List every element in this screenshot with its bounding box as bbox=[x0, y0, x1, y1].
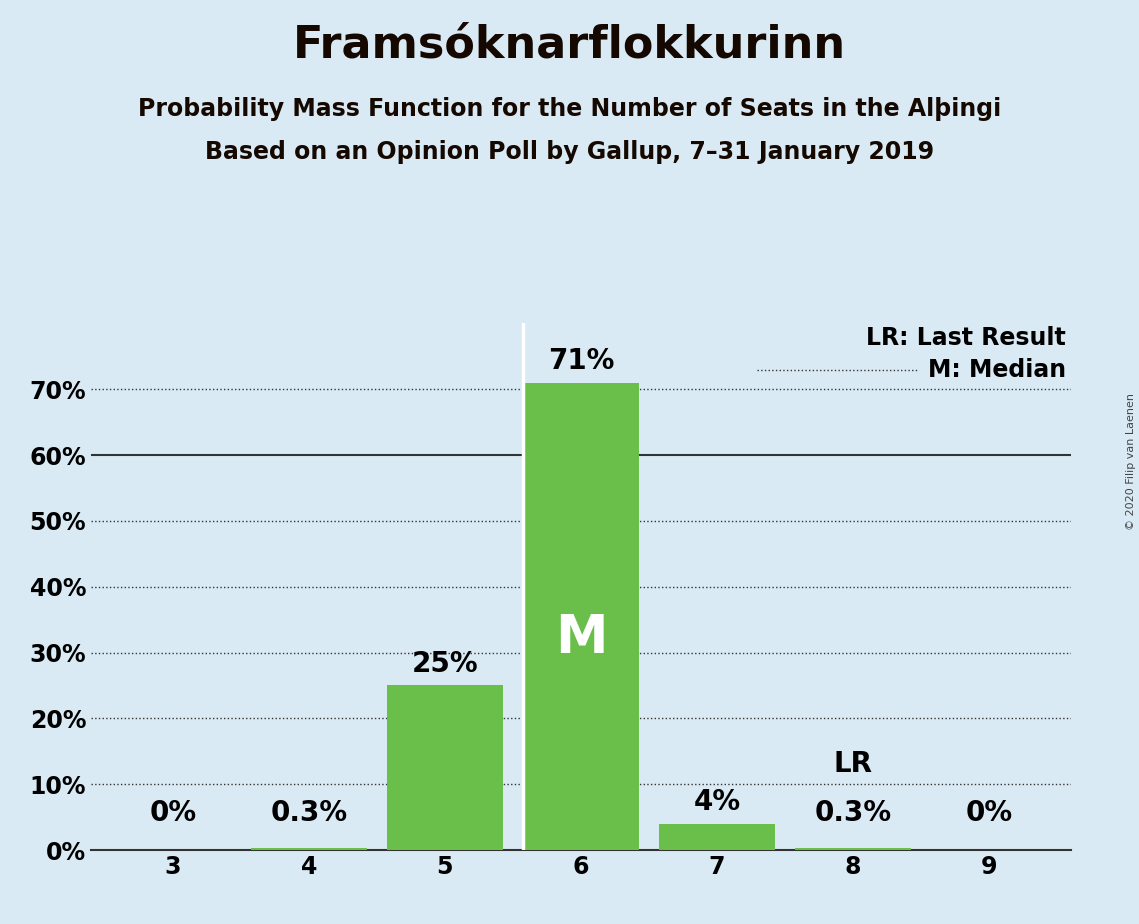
Text: 0.3%: 0.3% bbox=[270, 799, 347, 827]
Text: LR: LR bbox=[834, 749, 872, 778]
Text: 4%: 4% bbox=[694, 788, 740, 816]
Text: 71%: 71% bbox=[548, 346, 614, 375]
Text: M: M bbox=[555, 612, 607, 663]
Bar bbox=[523, 383, 639, 850]
Bar bbox=[387, 686, 502, 850]
Text: 0%: 0% bbox=[149, 799, 196, 827]
Text: © 2020 Filip van Laenen: © 2020 Filip van Laenen bbox=[1126, 394, 1136, 530]
Text: 25%: 25% bbox=[411, 650, 478, 677]
Bar bbox=[659, 824, 775, 850]
Text: Framsóknarflokkurinn: Framsóknarflokkurinn bbox=[293, 23, 846, 67]
Text: 0%: 0% bbox=[966, 799, 1013, 827]
Text: M: Median: M: Median bbox=[927, 358, 1066, 382]
Bar bbox=[795, 848, 911, 850]
Text: LR: Last Result: LR: Last Result bbox=[866, 326, 1066, 350]
Text: 0.3%: 0.3% bbox=[814, 799, 892, 827]
Bar bbox=[251, 848, 367, 850]
Text: Probability Mass Function for the Number of Seats in the Alþingi: Probability Mass Function for the Number… bbox=[138, 97, 1001, 121]
Text: Based on an Opinion Poll by Gallup, 7–31 January 2019: Based on an Opinion Poll by Gallup, 7–31… bbox=[205, 140, 934, 164]
